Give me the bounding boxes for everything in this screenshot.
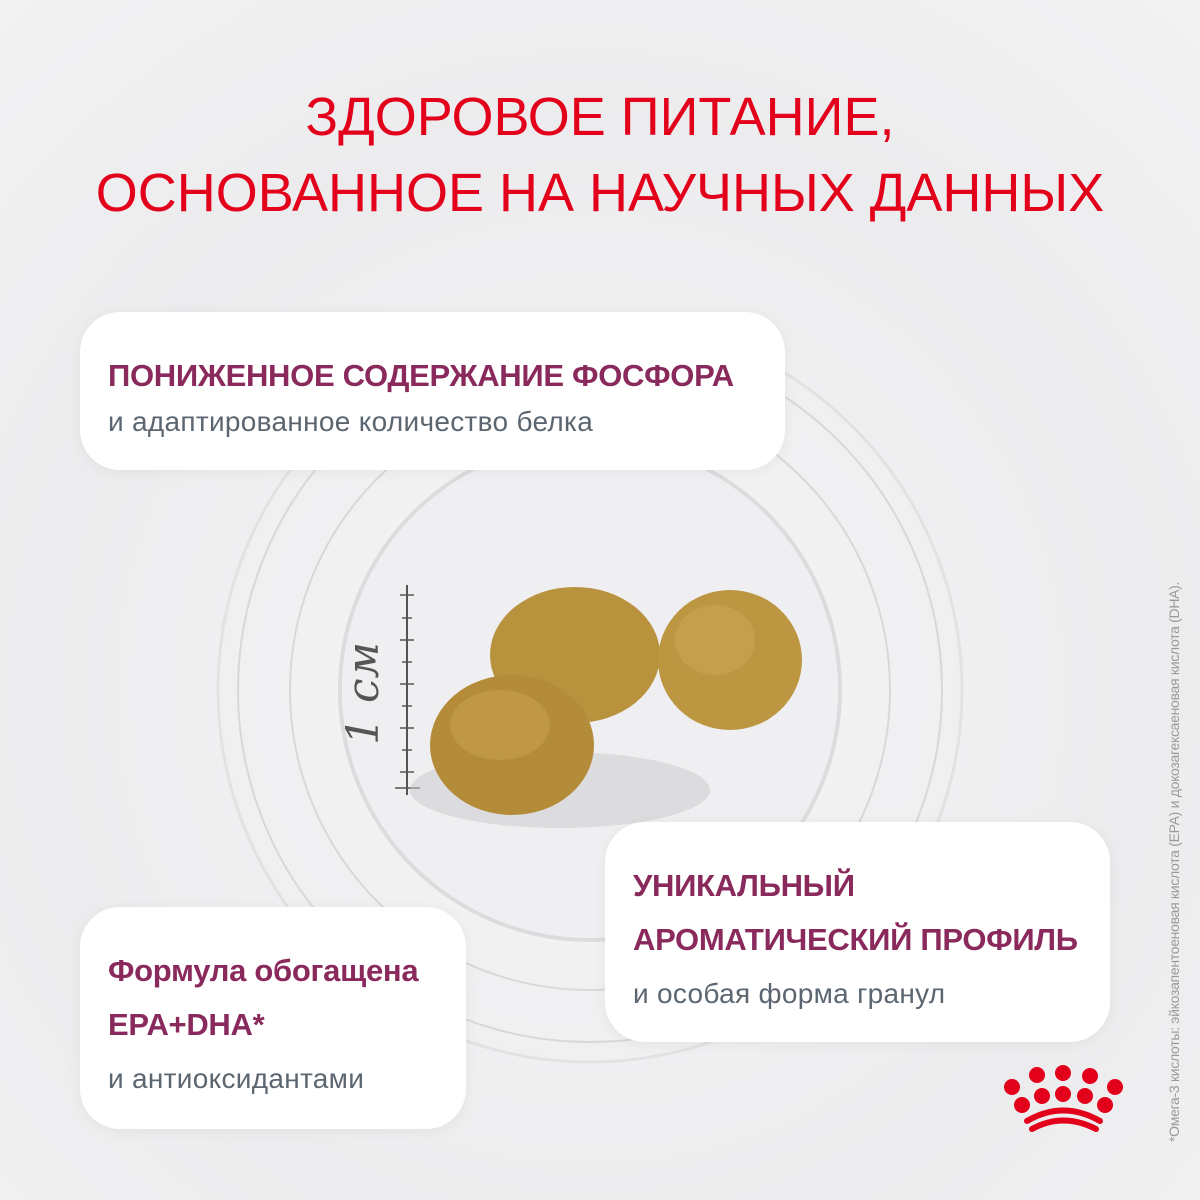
- ruler-label: 1 см: [338, 642, 389, 745]
- card-heading: ПОНИЖЕННОЕ СОДЕРЖАНИЕ ФОСФОРА: [108, 358, 734, 393]
- kibble-image: [430, 587, 802, 815]
- footnote: *Омега-3 кислоты: эйкозапентоеновая кисл…: [1166, 581, 1182, 1142]
- title-line-1: ЗДОРОВОЕ ПИТАНИЕ,: [305, 87, 895, 147]
- feature-card-epa-dha: Формула обогащена EPA+DHA* и антиоксидан…: [80, 907, 466, 1129]
- card-heading-1: УНИКАЛЬНЫЙ: [633, 868, 855, 903]
- card-heading-2: АРОМАТИЧЕСКИЙ ПРОФИЛЬ: [633, 922, 1078, 957]
- card-heading-2: EPA+DHA*: [108, 1007, 265, 1042]
- card-text: и антиоксидантами: [108, 1063, 365, 1094]
- title-line-2: ОСНОВАННОЕ НА НАУЧНЫХ ДАННЫХ: [95, 163, 1105, 223]
- card-text: и адаптированное количество белка: [108, 406, 594, 437]
- card-text: и особая форма гранул: [633, 978, 946, 1009]
- feature-card-aroma: УНИКАЛЬНЫЙ АРОМАТИЧЕСКИЙ ПРОФИЛЬ и особа…: [605, 822, 1110, 1042]
- ruler-icon: [395, 585, 420, 795]
- card-heading-1: Формула обогащена: [108, 953, 419, 988]
- feature-card-phosphorus: ПОНИЖЕННОЕ СОДЕРЖАНИЕ ФОСФОРА и адаптиро…: [80, 312, 785, 470]
